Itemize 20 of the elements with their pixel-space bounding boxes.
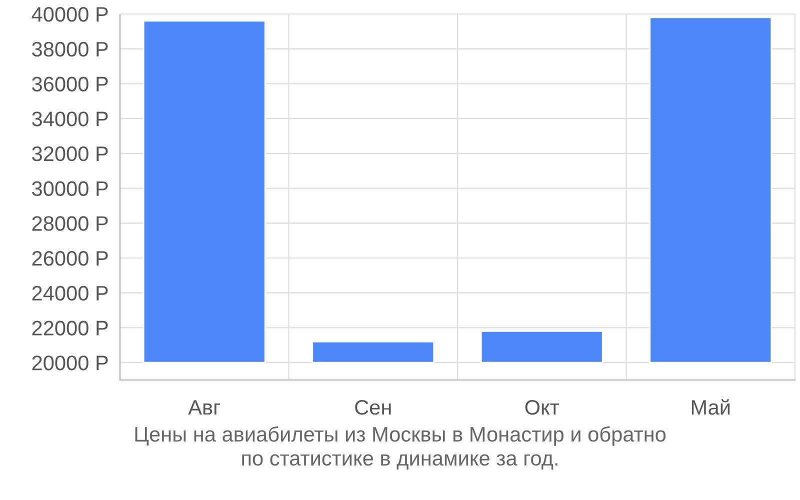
y-tick-label: 20000 Р	[32, 356, 108, 370]
bar	[480, 330, 604, 364]
bar	[649, 16, 772, 364]
y-tick-label: 34000 Р	[32, 112, 108, 126]
text: Цены на авиабилеты из Москвы в Монастир и обратно по статистике в динамике за год.	[135, 426, 666, 470]
x-tick-label: Окт	[525, 400, 560, 415]
y-tick-label: 28000 Р	[32, 216, 108, 231]
x-tick-label: Авг	[188, 400, 220, 415]
y-tick-label: 40000 Р	[32, 7, 108, 22]
bar	[312, 340, 435, 364]
x-tick-label: Сен	[355, 400, 391, 415]
y-tick-label: 32000 Р	[32, 146, 108, 162]
y-tick-label: 26000 Р	[32, 251, 108, 266]
y-tick-label: 22000 Р	[32, 320, 108, 336]
y-tick-label: 30000 Р	[32, 181, 108, 196]
y-tick-label: 24000 Р	[32, 286, 108, 301]
bar	[142, 20, 266, 364]
y-tick-label: 36000 Р	[32, 76, 108, 92]
y-tick-label: 38000 Р	[32, 42, 108, 57]
x-tick-label: Май	[692, 399, 730, 415]
